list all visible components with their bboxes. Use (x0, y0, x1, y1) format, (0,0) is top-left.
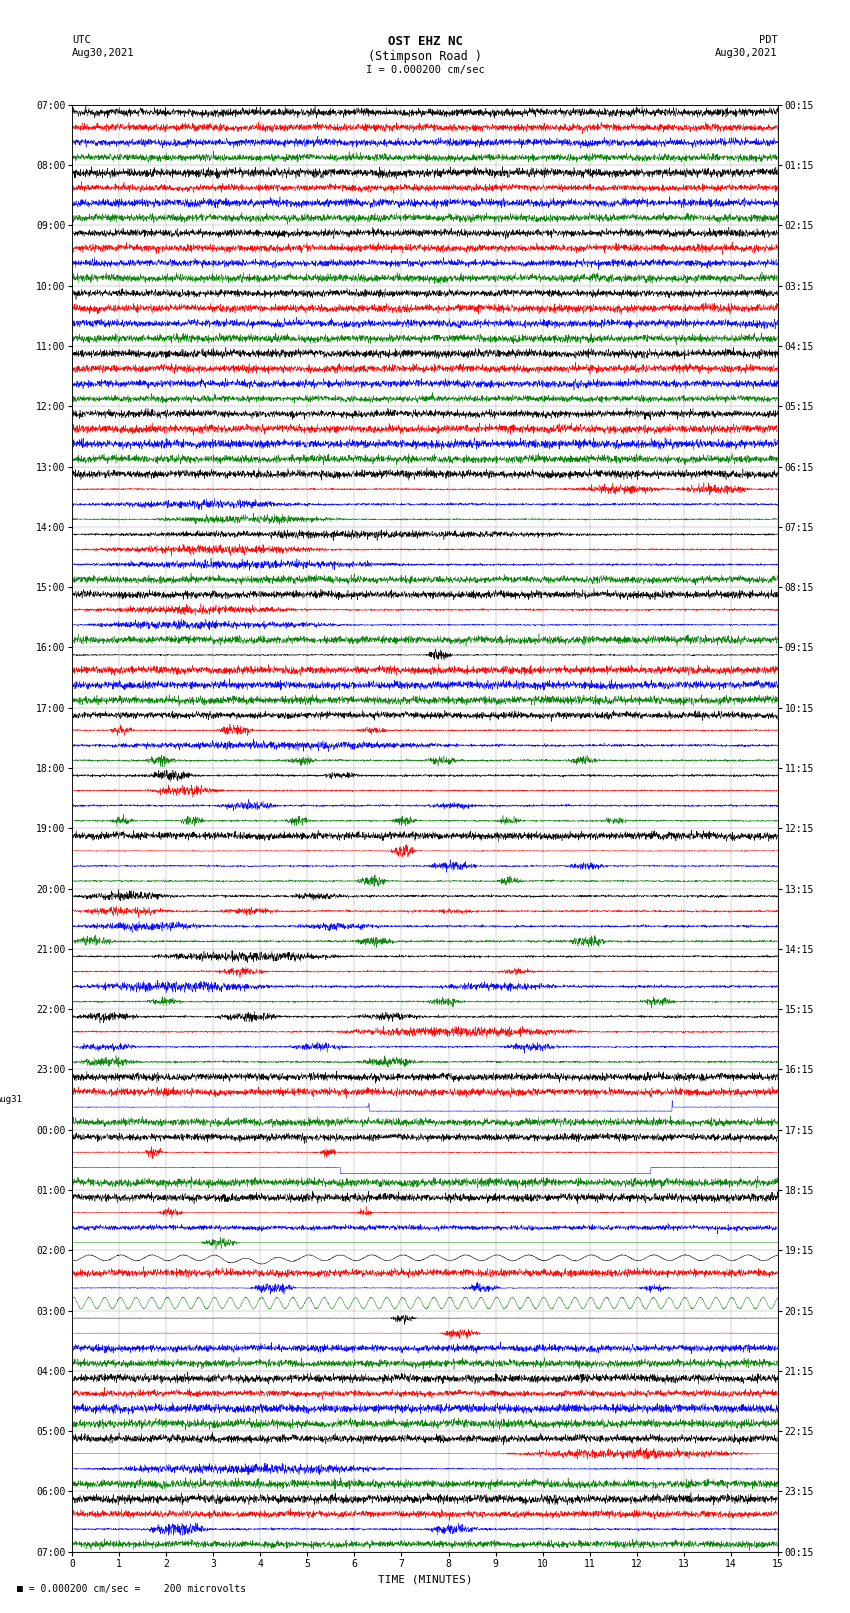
Text: Aug30,2021: Aug30,2021 (715, 48, 778, 58)
Text: ■ = 0.000200 cm/sec =    200 microvolts: ■ = 0.000200 cm/sec = 200 microvolts (17, 1584, 246, 1594)
Text: I = 0.000200 cm/sec: I = 0.000200 cm/sec (366, 65, 484, 74)
Text: PDT: PDT (759, 35, 778, 45)
X-axis label: TIME (MINUTES): TIME (MINUTES) (377, 1574, 473, 1584)
Text: (Stimpson Road ): (Stimpson Road ) (368, 50, 482, 63)
Text: UTC: UTC (72, 35, 91, 45)
Text: Aug30,2021: Aug30,2021 (72, 48, 135, 58)
Text: OST EHZ NC: OST EHZ NC (388, 35, 462, 48)
Text: Aug31: Aug31 (0, 1095, 23, 1103)
